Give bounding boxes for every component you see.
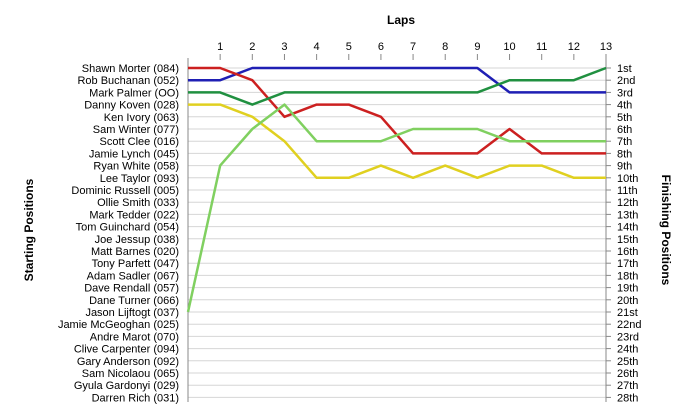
position-label: 11th [617, 185, 638, 197]
position-label: 23rd [617, 331, 639, 343]
driver-label: Lee Taylor (093) [100, 173, 179, 185]
driver-label: Mark Palmer (OO) [89, 87, 179, 99]
position-label: 26th [617, 368, 638, 380]
position-label: 15th [617, 234, 638, 246]
position-label: 19th [617, 283, 638, 295]
x-tick-label: 3 [281, 41, 287, 53]
position-label: 17th [617, 258, 638, 270]
x-tick-label: 6 [378, 41, 384, 53]
driver-label: Joe Jessup (038) [95, 234, 179, 246]
position-label: 18th [617, 270, 638, 282]
driver-label: Jason Lijftogt (037) [85, 307, 179, 319]
position-label: 22nd [617, 319, 641, 331]
position-label: 5th [617, 112, 632, 124]
driver-label: Scott Clee (016) [100, 136, 179, 148]
driver-label: Darren Rich (031) [92, 392, 179, 404]
x-tick-label: 8 [442, 41, 448, 53]
driver-label: Adam Sadler (067) [87, 270, 179, 282]
position-label: 28th [617, 392, 638, 404]
x-tick-label: 7 [410, 41, 416, 53]
position-label: 10th [617, 173, 638, 185]
series-line [186, 103, 606, 313]
driver-label: Mark Tedder (022) [89, 209, 179, 221]
x-tick-label: 12 [568, 41, 580, 53]
position-label: 8th [617, 148, 632, 160]
x-tick-label: 13 [600, 41, 612, 53]
position-label: 4th [617, 100, 632, 112]
driver-label: Ryan White (058) [93, 161, 179, 173]
series-line [188, 66, 606, 94]
driver-label: Jamie McGeoghan (025) [58, 319, 179, 331]
driver-label: Dane Turner (066) [89, 295, 179, 307]
x-tick-label: 5 [346, 41, 352, 53]
position-label: 24th [617, 344, 638, 356]
position-label: 9th [617, 161, 632, 173]
position-label: 14th [617, 222, 638, 234]
x-tick-label: 11 [536, 41, 547, 53]
y-axis-title-right: Finishing Positions [659, 175, 673, 286]
series-line [188, 66, 607, 106]
x-tick-label: 2 [249, 41, 255, 53]
x-tick-label: 1 [217, 41, 223, 53]
position-label: 27th [617, 380, 638, 392]
driver-label: Danny Koven (028) [84, 100, 179, 112]
driver-label: Gary Anderson (092) [77, 356, 179, 368]
position-label: 16th [617, 246, 638, 258]
driver-label: Ken Ivory (063) [104, 112, 179, 124]
driver-label: Andre Marot (070) [90, 331, 179, 343]
position-label: 13th [617, 209, 638, 221]
chart-title: Laps [387, 13, 415, 27]
driver-label: Dave Rendall (057) [84, 283, 179, 295]
driver-label: Dominic Russell (005) [71, 185, 179, 197]
position-label: 3rd [617, 87, 633, 99]
y-axis-title-left: Starting Positions [22, 178, 36, 281]
x-tick-label: 4 [314, 41, 320, 53]
position-label: 7th [617, 136, 632, 148]
driver-label: Sam Nicolaou (065) [82, 368, 179, 380]
position-label: 6th [617, 124, 632, 136]
position-label: 20th [617, 295, 638, 307]
driver-label: Ollie Smith (033) [97, 197, 179, 209]
driver-label: Rob Buchanan (052) [77, 75, 179, 87]
driver-label: Gyula Gardonyi (029) [74, 380, 179, 392]
position-label: 21st [617, 307, 638, 319]
position-label: 12th [617, 197, 638, 209]
position-label: 1st [617, 63, 632, 75]
driver-label: Tom Guinchard (054) [76, 222, 179, 234]
series-line [188, 103, 606, 180]
x-tick-label: 9 [474, 41, 480, 53]
driver-label: Tony Parfett (047) [92, 258, 179, 270]
driver-label: Clive Carpenter (094) [74, 344, 179, 356]
x-tick-label: 10 [503, 41, 515, 53]
driver-label: Jamie Lynch (045) [89, 148, 179, 160]
driver-label: Matt Barnes (020) [91, 246, 179, 258]
driver-label: Shawn Morter (084) [82, 63, 179, 75]
driver-label: Sam Winter (077) [93, 124, 179, 136]
position-label: 2nd [617, 75, 635, 87]
position-label: 25th [617, 356, 638, 368]
